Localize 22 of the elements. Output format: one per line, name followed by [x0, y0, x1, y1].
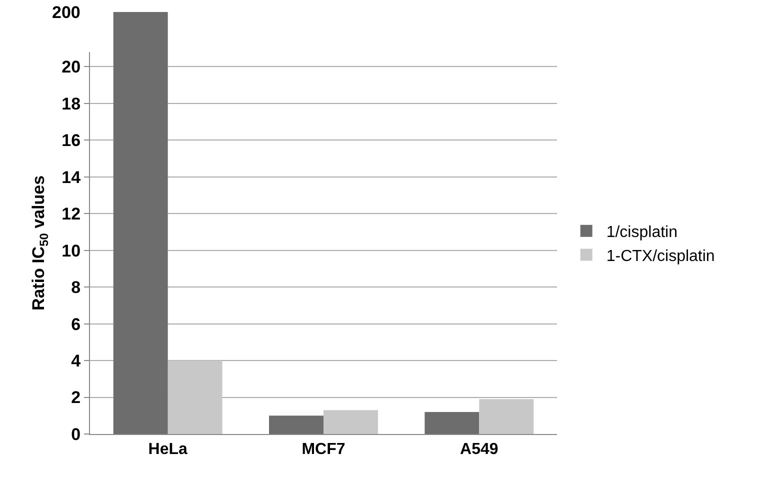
y-tick-label: 20: [62, 58, 81, 77]
y-tick-label: 6: [71, 314, 81, 334]
y-tick-label: 16: [62, 131, 81, 150]
y-tick-label: 8: [71, 278, 81, 298]
x-tick-label: MCF7: [302, 441, 346, 458]
y-tick-label: 18: [62, 94, 81, 114]
y-tick-label: 0: [71, 424, 81, 444]
bar: [424, 412, 480, 434]
bar: [269, 416, 324, 434]
bar: [324, 410, 378, 434]
text: 200: [52, 3, 80, 22]
y-tick-label: 10: [62, 241, 81, 260]
y-tick-label: 14: [62, 168, 82, 187]
y-tick-label: 2: [71, 388, 81, 408]
legend-label: 1-CTX/cisplatin: [606, 248, 715, 265]
bar: [168, 360, 222, 434]
y-tick-label: 12: [62, 204, 81, 224]
legend-label: 1/cisplatin: [606, 224, 678, 242]
x-tick-label: A549: [460, 441, 498, 458]
bar: [479, 399, 534, 434]
y-tick-label: 4: [71, 351, 82, 370]
x-tick-label: HeLa: [148, 441, 188, 458]
